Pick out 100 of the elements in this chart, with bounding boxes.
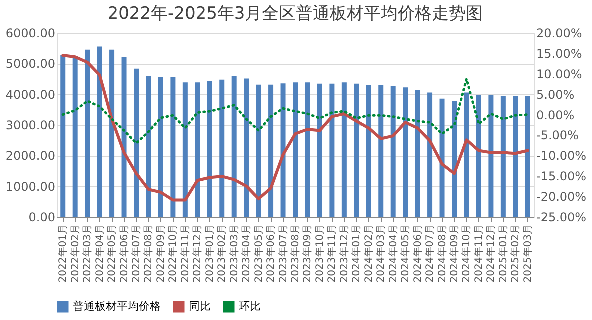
- y-tick-label: 1000.00: [6, 180, 56, 194]
- x-tick-label: 2024年12月: [485, 224, 498, 283]
- bar: [440, 98, 445, 217]
- bar: [500, 96, 506, 217]
- bar: [464, 92, 470, 217]
- x-tick-label: 2024年09月: [448, 224, 460, 283]
- line-series: [62, 78, 530, 145]
- y2-tick-label: -25.00%: [536, 210, 587, 224]
- bar: [317, 84, 322, 217]
- bar: [207, 81, 212, 217]
- x-tick-label: 2023年03月: [228, 224, 240, 283]
- legend-label: 环比: [239, 300, 261, 313]
- bar: [366, 85, 372, 217]
- x-tick-label: 2024年10月: [460, 224, 473, 283]
- bar: [452, 101, 457, 217]
- x-tick-label: 2023年04月: [240, 224, 253, 283]
- bar: [220, 80, 225, 217]
- bar: [330, 84, 335, 217]
- x-tick-label: 2023年10月: [314, 224, 326, 283]
- y2-tick-label: -5.00%: [536, 128, 579, 143]
- x-tick-label: 2023年11月: [326, 224, 338, 283]
- bar: [342, 82, 347, 217]
- x-tick-label: 2022年12月: [192, 224, 204, 283]
- bar: [170, 77, 176, 217]
- bar: [134, 68, 139, 217]
- x-tick-label: 2024年04月: [387, 224, 400, 283]
- x-tick-label: 2023年07月: [277, 224, 290, 283]
- x-tick-label: 2024年07月: [424, 224, 436, 283]
- bar: [488, 95, 494, 217]
- bar: [403, 88, 408, 217]
- y2-tick-label: -20.00%: [536, 190, 587, 204]
- bar: [293, 82, 298, 217]
- bar: [195, 82, 200, 217]
- bar: [122, 58, 127, 217]
- bar: [146, 76, 152, 217]
- x-tick-label: 2024年02月: [362, 224, 375, 283]
- bar: [232, 76, 237, 217]
- bar: [513, 96, 518, 217]
- y-tick-label: 6000.00: [6, 26, 56, 40]
- x-tick-label: 2022年03月: [82, 224, 94, 283]
- y2-tick-label: 15.00%: [536, 46, 582, 61]
- x-tick-label: 2022年07月: [130, 224, 142, 283]
- y2-tick-label: 10.00%: [536, 67, 582, 82]
- bar: [256, 84, 262, 217]
- x-tick-label: 2022年10月: [167, 224, 180, 283]
- x-tick-label: 2025年03月: [522, 224, 534, 283]
- bar: [158, 77, 164, 217]
- bar: [378, 85, 384, 217]
- bar: [354, 84, 360, 217]
- x-tick-label: 2024年03月: [375, 224, 388, 283]
- x-tick-label: 2022年09月: [154, 224, 167, 283]
- x-tick-label: 2023年09月: [302, 224, 314, 283]
- y-tick-label: 4000.00: [6, 88, 56, 102]
- bar: [280, 84, 286, 217]
- bar: [72, 56, 78, 217]
- bar: [415, 90, 420, 217]
- x-tick-label: 2022年08月: [142, 224, 155, 283]
- x-tick-label: 2023年08月: [290, 224, 302, 283]
- bar: [85, 50, 90, 217]
- x-tick-label: 2022年11月: [179, 224, 192, 283]
- y-tick-label: 2000.00: [6, 149, 56, 164]
- x-tick-label: 2024年06月: [412, 224, 424, 283]
- x-tick-label: 2024年05月: [400, 224, 412, 283]
- x-tick-label: 2024年08月: [436, 224, 448, 283]
- y-tick-label: 5000.00: [6, 57, 56, 72]
- bar: [525, 96, 530, 217]
- x-tick-label: 2022年06月: [118, 224, 130, 283]
- x-tick-label: 2022年05月: [106, 224, 118, 283]
- y2-tick-label: -15.00%: [536, 170, 587, 184]
- x-tick-label: 2023年01月: [204, 224, 216, 283]
- x-tick-label: 2023年02月: [216, 224, 228, 283]
- x-tick-label: 2022年01月: [57, 224, 70, 283]
- bar: [428, 92, 433, 217]
- x-tick-label: 2023年06月: [265, 224, 278, 283]
- bar: [476, 95, 482, 217]
- x-tick-label: 2024年11月: [472, 224, 485, 283]
- y-tick-label: 3000.00: [6, 118, 56, 132]
- line-series: [62, 54, 530, 202]
- bar: [97, 46, 102, 217]
- x-tick-label: 2022年04月: [94, 224, 106, 283]
- bar: [60, 55, 66, 217]
- x-tick-label: 2025年01月: [497, 224, 510, 283]
- x-tick-label: 2023年12月: [338, 224, 350, 283]
- x-tick-label: 2024年01月: [350, 224, 363, 283]
- legend-label: 同比: [189, 300, 211, 313]
- y2-tick-label: 0.00%: [536, 108, 575, 122]
- legend-label: 普通板材平均价格: [73, 300, 161, 313]
- bar: [305, 82, 310, 217]
- bar: [182, 82, 188, 217]
- y-tick-label: 0.00: [28, 210, 56, 224]
- x-tick-label: 2023年05月: [252, 224, 265, 283]
- bar: [244, 78, 250, 217]
- x-tick-label: 2022年02月: [69, 224, 82, 283]
- chart-title: 2022年-2025年3月全区普通板材平均价格走势图: [108, 4, 484, 24]
- bar: [268, 84, 274, 217]
- y2-tick-label: 5.00%: [536, 88, 575, 102]
- bar: [110, 50, 115, 217]
- y2-tick-label: 20.00%: [536, 26, 582, 40]
- x-tick-label: 2025年02月: [510, 224, 522, 283]
- bar: [390, 86, 396, 217]
